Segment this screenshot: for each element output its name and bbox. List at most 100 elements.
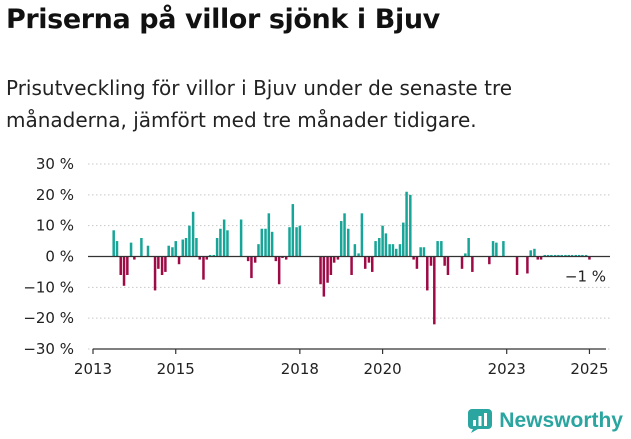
bar: [326, 256, 329, 283]
bar: [257, 244, 260, 257]
bar: [363, 256, 367, 269]
bar: [284, 256, 288, 260]
bar: [195, 238, 198, 257]
bar: [560, 254, 563, 257]
bar: [222, 219, 226, 257]
bar: [295, 227, 298, 257]
bar: [339, 221, 343, 257]
bar: [270, 231, 274, 257]
bar: [564, 254, 567, 257]
bar: [319, 256, 322, 285]
x-axis: [88, 255, 610, 354]
bar: [112, 230, 115, 257]
bar: [171, 247, 174, 257]
bar: [164, 256, 167, 272]
bar: [533, 248, 536, 257]
bar: [464, 253, 467, 257]
bar: [119, 256, 122, 275]
bar: [160, 256, 164, 275]
bar: [208, 254, 212, 257]
bar: [553, 254, 557, 257]
bar: [515, 256, 519, 275]
y-tick-label: 20 %: [36, 186, 74, 204]
x-tick-label: 2015: [157, 360, 195, 378]
bar: [215, 238, 219, 257]
bar: [246, 256, 250, 262]
bar: [188, 225, 191, 257]
bar: [146, 245, 150, 257]
bar: [391, 244, 395, 257]
bar: [250, 256, 253, 279]
bar: [184, 238, 188, 257]
newsworthy-logo-icon: [468, 409, 493, 433]
bar: [446, 256, 450, 275]
bar: [577, 254, 581, 257]
x-tick-label: 2023: [488, 360, 526, 378]
bar: [291, 204, 295, 257]
bar: [260, 228, 264, 257]
chart-title: Priserna på villor sjönk i Bjuv: [6, 4, 440, 35]
bar: [574, 254, 578, 257]
brand-name: Newsworthy: [499, 409, 623, 432]
bar: [502, 241, 505, 257]
bar: [371, 256, 374, 272]
bar: [219, 228, 222, 257]
bars: [112, 191, 591, 325]
bar: [191, 211, 195, 257]
y-axis-labels: 30 % 20 % 10 % 0 % −10 % −20 % −30 %: [23, 155, 74, 358]
bar: [488, 256, 491, 265]
bar: [440, 241, 443, 257]
bar: [133, 256, 136, 260]
last-value-label: −1 %: [565, 268, 606, 286]
bar: [374, 241, 377, 257]
bar: [436, 241, 439, 257]
bar: [426, 256, 429, 291]
bar: [122, 256, 126, 286]
bar: [381, 225, 384, 257]
bar: [288, 227, 291, 257]
bar: [357, 253, 360, 257]
bar: [115, 241, 119, 257]
bar: [529, 250, 532, 257]
bar: [422, 247, 426, 257]
bar: [471, 256, 474, 272]
bar: [353, 244, 357, 257]
bar: [398, 244, 402, 257]
bar: [360, 213, 364, 257]
bar: [433, 256, 436, 325]
bar: [384, 233, 388, 257]
y-tick-label: −20 %: [23, 309, 74, 327]
bar: [526, 256, 529, 274]
bar: [267, 213, 271, 257]
bar: [239, 219, 243, 257]
bar: [378, 238, 381, 257]
bar: [274, 256, 278, 262]
bar: [140, 238, 143, 257]
y-tick-label: 10 %: [36, 217, 74, 235]
bar: [343, 213, 346, 257]
bar-chart: 30 %20 %10 %0 %−10 %−20 %−30 % 2013 2015 2…: [23, 155, 610, 378]
bar: [181, 239, 185, 257]
bar: [443, 256, 446, 266]
bar: [536, 256, 539, 260]
bar: [495, 242, 498, 257]
bar: [126, 256, 129, 275]
y-tick-label: 0 %: [45, 248, 74, 266]
bar: [395, 248, 398, 257]
bar: [212, 254, 216, 257]
bar: [202, 256, 205, 280]
bar: [402, 222, 405, 257]
x-tick-label: 2025: [570, 360, 608, 378]
bar: [336, 256, 340, 260]
annotations: −1 %: [565, 268, 606, 286]
bar: [567, 254, 571, 257]
bar: [198, 256, 201, 260]
bar: [543, 254, 547, 257]
bar: [298, 225, 302, 257]
bar: [588, 256, 591, 260]
bar: [546, 254, 550, 257]
bar: [167, 245, 170, 257]
bar: [281, 256, 284, 259]
bar: [419, 247, 422, 257]
bar: [350, 256, 353, 275]
